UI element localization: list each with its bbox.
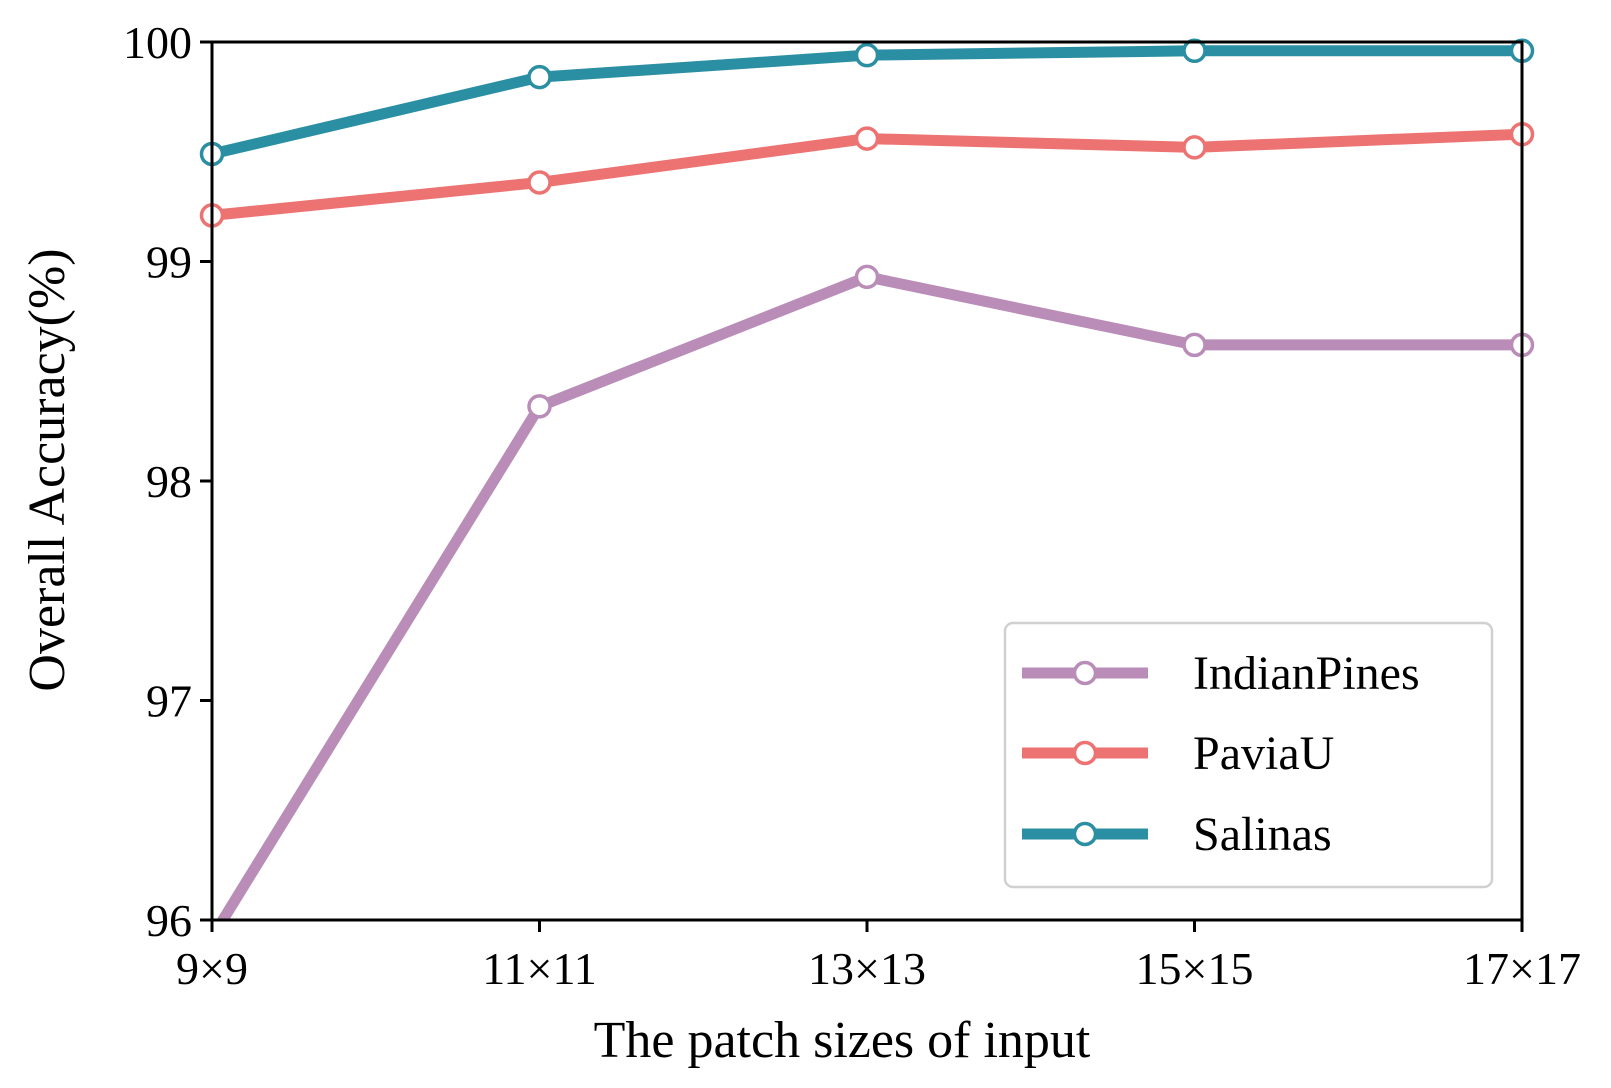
legend-marker — [1072, 821, 1098, 847]
data-point-salinas-1 — [527, 64, 552, 90]
data-point-indianpines-2 — [854, 264, 880, 290]
data-point-salinas-3 — [1182, 38, 1207, 64]
data-point-salinas-2 — [854, 42, 880, 68]
data-point-paviau-3 — [1182, 135, 1207, 160]
legend-box — [1003, 621, 1494, 889]
x-tick-label: 13×13 — [808, 943, 926, 994]
y-tick-label: 97 — [146, 676, 192, 727]
legend-marker — [1072, 740, 1098, 766]
legend-entry-indianpines: IndianPines — [1022, 647, 1420, 700]
legend-entry-paviau: PaviaU — [1022, 727, 1334, 780]
legend-label: Salinas — [1193, 808, 1332, 861]
x-axis-label: The patch sizes of input — [594, 1012, 1091, 1069]
legend-entry-salinas: Salinas — [1022, 808, 1332, 861]
x-tick-label: 15×15 — [1136, 943, 1254, 994]
legend-marker — [1072, 660, 1098, 686]
legend: IndianPines PaviaU Salinas — [1003, 621, 1494, 889]
legend-label: PaviaU — [1193, 727, 1334, 780]
y-tick-label: 98 — [146, 456, 192, 507]
y-tick-label: 100 — [123, 17, 192, 68]
data-point-paviau-1 — [527, 170, 552, 195]
x-tick-label: 11×11 — [482, 943, 597, 994]
y-tick-label: 99 — [146, 237, 192, 288]
x-tick-label: 17×17 — [1463, 943, 1581, 994]
x-tick-label: 9×9 — [176, 943, 248, 994]
tick-layer: 96 97 98 99 100 9×9 11×11 13×13 15×15 17×17 — [123, 17, 1581, 994]
data-point-paviau-2 — [854, 126, 880, 151]
data-point-indianpines-1 — [527, 394, 552, 419]
legend-label: IndianPines — [1193, 647, 1420, 700]
data-point-indianpines-3 — [1182, 332, 1207, 358]
y-tick-label: 96 — [146, 895, 192, 946]
y-axis-label: Overall Accuracy(%) — [19, 248, 76, 691]
